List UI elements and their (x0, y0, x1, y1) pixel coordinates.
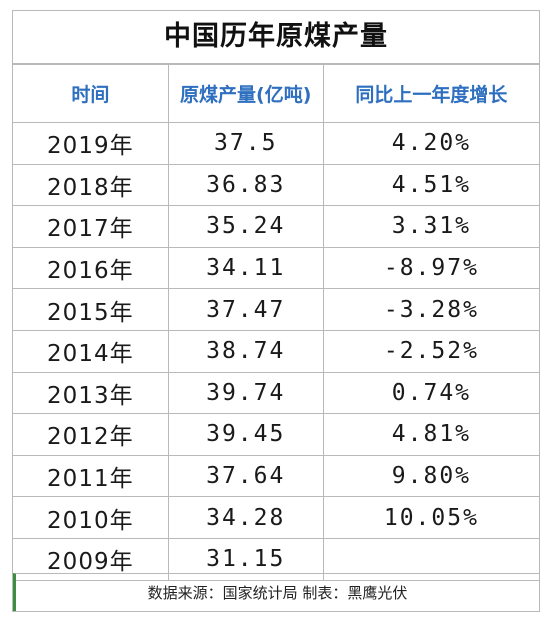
table-row: 2010年 34.28 10.05% (13, 496, 539, 539)
table-row: 2019年 37.5 4.20% (13, 122, 539, 165)
output-cell: 38.74 (167, 329, 324, 373)
table-row: 2013年 39.74 0.74% (13, 371, 539, 415)
column-header-growth: 同比上一年度增长 (322, 64, 539, 123)
table-row: 2012年 39.45 4.81% (13, 413, 539, 456)
coal-output-table: 时间 原煤产量(亿吨) 同比上一年度增长 2019年 37.5 4.20% 20… (13, 64, 539, 581)
table-row: 2011年 37.64 9.80% (13, 454, 539, 498)
year-cell: 2010年 (13, 496, 169, 539)
growth-cell: 3.31% (322, 205, 539, 248)
column-header-time: 时间 (13, 64, 169, 123)
table-row: 2016年 34.11 -8.97% (13, 246, 539, 290)
year-cell: 2013年 (13, 371, 169, 415)
output-cell: 35.24 (167, 205, 324, 248)
growth-cell: -3.28% (322, 288, 539, 331)
growth-cell: 4.51% (322, 163, 539, 207)
output-cell: 39.45 (167, 413, 324, 456)
growth-cell: 4.81% (322, 413, 539, 456)
year-cell: 2016年 (13, 246, 169, 290)
year-cell: 2015年 (13, 288, 169, 331)
output-cell: 36.83 (167, 163, 324, 207)
output-cell: 37.47 (167, 288, 324, 331)
year-cell: 2014年 (13, 329, 169, 373)
growth-cell: 10.05% (322, 496, 539, 539)
growth-cell: 0.74% (322, 371, 539, 415)
year-cell: 2018年 (13, 163, 169, 207)
source-footer: 数据来源：国家统计局 制表：黑鹰光伏 (13, 573, 539, 611)
year-cell: 2011年 (13, 454, 169, 498)
growth-cell: -2.52% (322, 329, 539, 373)
table-row: 2014年 38.74 -2.52% (13, 329, 539, 373)
output-cell: 34.28 (167, 496, 324, 539)
growth-cell: 4.20% (322, 122, 539, 165)
output-cell: 34.11 (167, 246, 324, 290)
growth-cell: -8.97% (322, 246, 539, 290)
table-title: 中国历年原煤产量 (13, 11, 539, 64)
table-row: 2015年 37.47 -3.28% (13, 288, 539, 331)
coal-output-table-card: 中国历年原煤产量 时间 原煤产量(亿吨) 同比上一年度增长 2019年 37.5… (12, 10, 540, 612)
output-cell: 37.5 (167, 122, 324, 165)
year-cell: 2012年 (13, 413, 169, 456)
year-cell: 2019年 (13, 122, 169, 165)
table-header-row: 时间 原煤产量(亿吨) 同比上一年度增长 (13, 64, 539, 123)
table-row: 2018年 36.83 4.51% (13, 163, 539, 207)
year-cell: 2017年 (13, 205, 169, 248)
table-row: 2017年 35.24 3.31% (13, 205, 539, 248)
output-cell: 39.74 (167, 371, 324, 415)
column-header-output: 原煤产量(亿吨) (167, 64, 324, 123)
output-cell: 37.64 (167, 454, 324, 498)
growth-cell: 9.80% (322, 454, 539, 498)
